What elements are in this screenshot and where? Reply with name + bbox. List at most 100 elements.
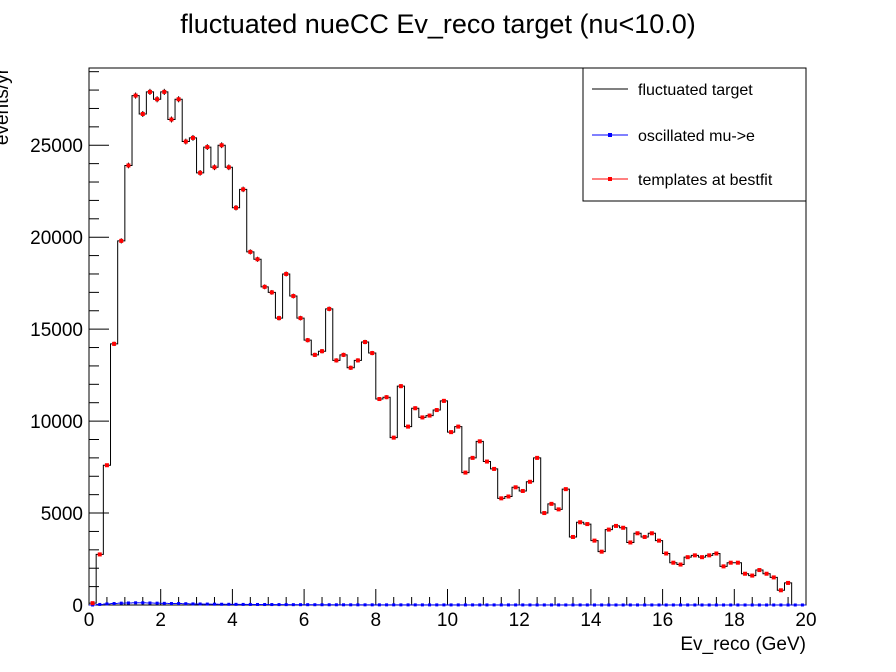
- bestfit-point: [786, 580, 791, 585]
- oscillated-point: [349, 603, 353, 607]
- oscillated-point: [686, 603, 690, 607]
- oscillated-point: [420, 603, 424, 607]
- legend: fluctuated target oscillated mu->e templat…: [582, 67, 807, 202]
- bestfit-point: [599, 549, 604, 554]
- oscillated-point: [607, 603, 611, 607]
- oscillated-point: [134, 601, 138, 605]
- oscillated-point: [98, 602, 102, 606]
- bestfit-point: [628, 540, 633, 545]
- oscillated-point: [234, 602, 238, 606]
- bestfit-point: [219, 143, 224, 148]
- bestfit-point: [707, 553, 712, 558]
- oscillated-point: [585, 603, 589, 607]
- oscillated-point: [449, 603, 453, 607]
- bestfit-point: [549, 501, 554, 506]
- oscillated-point: [650, 603, 654, 607]
- oscillated-point: [571, 603, 575, 607]
- bestfit-point: [492, 466, 497, 471]
- bestfit-point: [592, 538, 597, 543]
- oscillated-point: [614, 603, 618, 607]
- oscillated-point: [413, 603, 417, 607]
- bestfit-point: [527, 479, 532, 484]
- oscillated-point: [492, 603, 496, 607]
- bestfit-point: [119, 238, 124, 243]
- bestfit-point: [700, 555, 705, 560]
- bestfit-point: [420, 415, 425, 420]
- bestfit-point: [757, 568, 762, 573]
- oscillated-point: [535, 603, 539, 607]
- x-axis-label: Ev_reco (GeV): [680, 634, 806, 655]
- bestfit-point: [169, 117, 174, 122]
- x-tick-label: 18: [724, 610, 745, 631]
- bestfit-point: [241, 187, 246, 192]
- x-tick-label: 2: [155, 610, 166, 631]
- bestfit-point: [248, 249, 253, 254]
- bestfit-point: [657, 538, 662, 543]
- oscillated-point: [227, 602, 231, 606]
- bestfit-point: [406, 424, 411, 429]
- bestfit-point: [778, 588, 783, 593]
- oscillated-point: [191, 602, 195, 606]
- bestfit-point: [542, 511, 547, 516]
- bestfit-point: [226, 165, 231, 170]
- oscillated-point: [800, 603, 804, 607]
- x-tick-label: 20: [795, 610, 816, 631]
- bestfit-point: [714, 551, 719, 556]
- bestfit-point: [606, 527, 611, 532]
- bestfit-point: [255, 257, 260, 262]
- bestfit-point: [334, 358, 339, 363]
- y-tick-label: 20000: [30, 228, 83, 249]
- oscillated-point: [169, 602, 173, 606]
- oscillated-point: [284, 603, 288, 607]
- oscillated-point: [220, 602, 224, 606]
- bestfit-point: [298, 316, 303, 321]
- legend-entry-label: fluctuated target: [638, 82, 753, 99]
- oscillated-point: [212, 602, 216, 606]
- oscillated-point: [664, 603, 668, 607]
- oscillated-point: [392, 603, 396, 607]
- bestfit-point: [355, 358, 360, 363]
- oscillated-point: [270, 603, 274, 607]
- bestfit-point: [434, 408, 439, 413]
- bestfit-point: [477, 439, 482, 444]
- oscillated-point: [327, 603, 331, 607]
- bestfit-point: [104, 463, 109, 468]
- oscillated-point: [399, 603, 403, 607]
- oscillated-point: [542, 603, 546, 607]
- x-tick-label: 12: [509, 610, 530, 631]
- oscillated-point: [729, 603, 733, 607]
- oscillated-point: [757, 603, 761, 607]
- oscillated-point: [485, 603, 489, 607]
- oscillated-point: [385, 603, 389, 607]
- x-tick-label: 14: [580, 610, 602, 631]
- oscillated-point: [306, 603, 310, 607]
- oscillated-point: [141, 601, 145, 605]
- plot-area: 0 2 4 6 8 10 12 14 16 18 20 0 5000 10000 15000 20000 250…: [30, 67, 817, 631]
- oscillated-point: [679, 603, 683, 607]
- bestfit-point: [291, 294, 296, 299]
- bestfit-point: [112, 341, 117, 346]
- x-tick-label: 0: [84, 610, 95, 631]
- oscillated-point: [671, 603, 675, 607]
- bestfit-point: [585, 522, 590, 527]
- oscillated-point: [693, 603, 697, 607]
- oscillated-point: [786, 603, 790, 607]
- bestfit-point: [463, 470, 468, 475]
- oscillated-point: [334, 603, 338, 607]
- oscillated-point: [514, 603, 518, 607]
- oscillated-point: [600, 603, 604, 607]
- oscillated-point: [521, 603, 525, 607]
- bestfit-point: [155, 97, 160, 102]
- oscillated-point: [428, 603, 432, 607]
- bestfit-point: [90, 601, 95, 606]
- bestfit-point: [262, 284, 267, 289]
- bestfit-point: [685, 555, 690, 560]
- bestfit-point: [384, 395, 389, 400]
- bestfit-point: [312, 352, 317, 357]
- bestfit-point: [348, 365, 353, 370]
- oscillated-point: [628, 603, 632, 607]
- bestfit-point: [556, 507, 561, 512]
- legend-swatch-marker: [608, 177, 612, 181]
- bestfit-point: [370, 351, 375, 356]
